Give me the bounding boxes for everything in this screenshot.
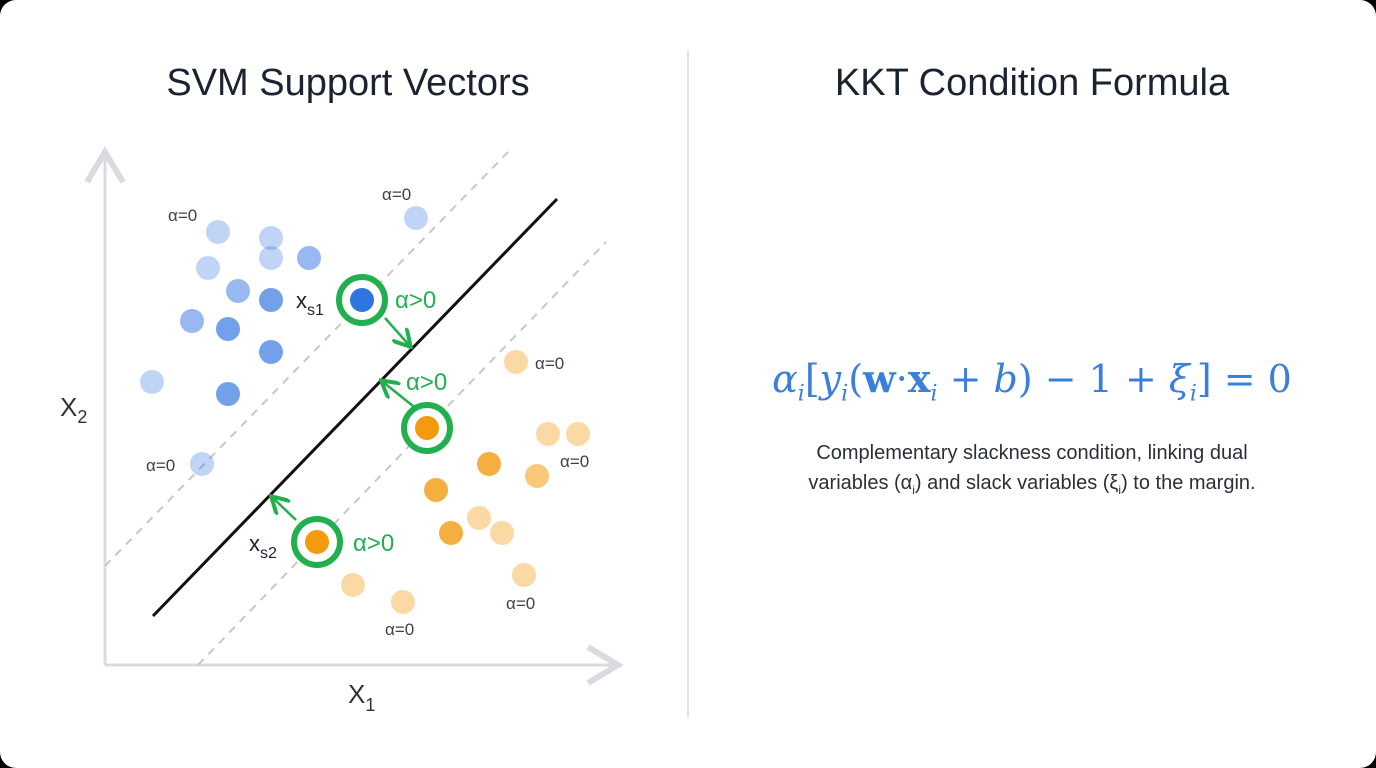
alpha-zero-label: α=0 xyxy=(560,452,589,471)
formula-caption: Complementary slackness condition, linki… xyxy=(808,442,1256,497)
arrow-xs2 xyxy=(273,498,297,521)
margin-lower xyxy=(197,241,607,666)
class-b-point xyxy=(439,521,463,545)
alpha-zero-label: α=0 xyxy=(535,354,564,373)
alpha-positive-label: α>0 xyxy=(353,530,394,557)
class-a-point xyxy=(206,220,230,244)
margin-upper xyxy=(104,149,511,567)
class-a-point xyxy=(190,452,214,476)
class-a-point xyxy=(216,317,240,341)
kkt-formula: αi[yi(w·xi + b) − 1 + ξi] = 0 xyxy=(772,356,1292,407)
class-b-point xyxy=(391,590,415,614)
class-a-point xyxy=(297,246,321,270)
class-a-point xyxy=(140,370,164,394)
hyperplane xyxy=(151,197,559,618)
class-a-point xyxy=(196,256,220,280)
alpha-zero-label: α=0 xyxy=(385,620,414,639)
class-b-point xyxy=(504,350,528,374)
alpha-positive-label: α>0 xyxy=(406,369,447,396)
alpha-positive-label: α>0 xyxy=(395,287,436,314)
alpha-zero-label: α=0 xyxy=(168,206,197,225)
class-a-point xyxy=(259,340,283,364)
class-a-point xyxy=(180,309,204,333)
support-vector xyxy=(415,416,439,440)
xs1-label: xs1 xyxy=(296,288,324,319)
class-a-point xyxy=(259,288,283,312)
x-axis-label: X1 xyxy=(348,679,375,715)
y-axis-label: X2 xyxy=(60,392,87,427)
class-a-point xyxy=(404,206,428,230)
xs2-label: xs2 xyxy=(249,531,277,562)
class-a-point xyxy=(259,246,283,270)
support-vector-xs1 xyxy=(350,288,374,312)
alpha-zero-label: α=0 xyxy=(382,185,411,204)
class-b-point xyxy=(424,478,448,502)
class-b-point xyxy=(525,464,549,488)
arrow-sv-mid xyxy=(383,382,419,411)
class-b-point xyxy=(512,563,536,587)
svm-diagram: α=0 α=0 α=0 α=0 α=0 α=0 α=0 α>0 α>0 α>0 … xyxy=(60,146,624,715)
arrow-xs1 xyxy=(384,317,409,345)
panel-divider xyxy=(687,50,689,718)
class-b-point xyxy=(490,521,514,545)
class-b-point xyxy=(566,422,590,446)
class-b-point xyxy=(341,573,365,597)
alpha-zero-label: α=0 xyxy=(506,594,535,613)
class-a-point xyxy=(226,279,250,303)
class-a-point xyxy=(259,226,283,250)
kkt-title: KKT Condition Formula xyxy=(834,62,1230,104)
class-a-point xyxy=(216,382,240,406)
class-b-point xyxy=(536,422,560,446)
svm-title: SVM Support Vectors xyxy=(166,62,530,104)
class-b-point xyxy=(477,452,501,476)
support-vector-xs2 xyxy=(305,530,329,554)
class-b-point xyxy=(467,506,491,530)
alpha-zero-label: α=0 xyxy=(146,456,175,475)
